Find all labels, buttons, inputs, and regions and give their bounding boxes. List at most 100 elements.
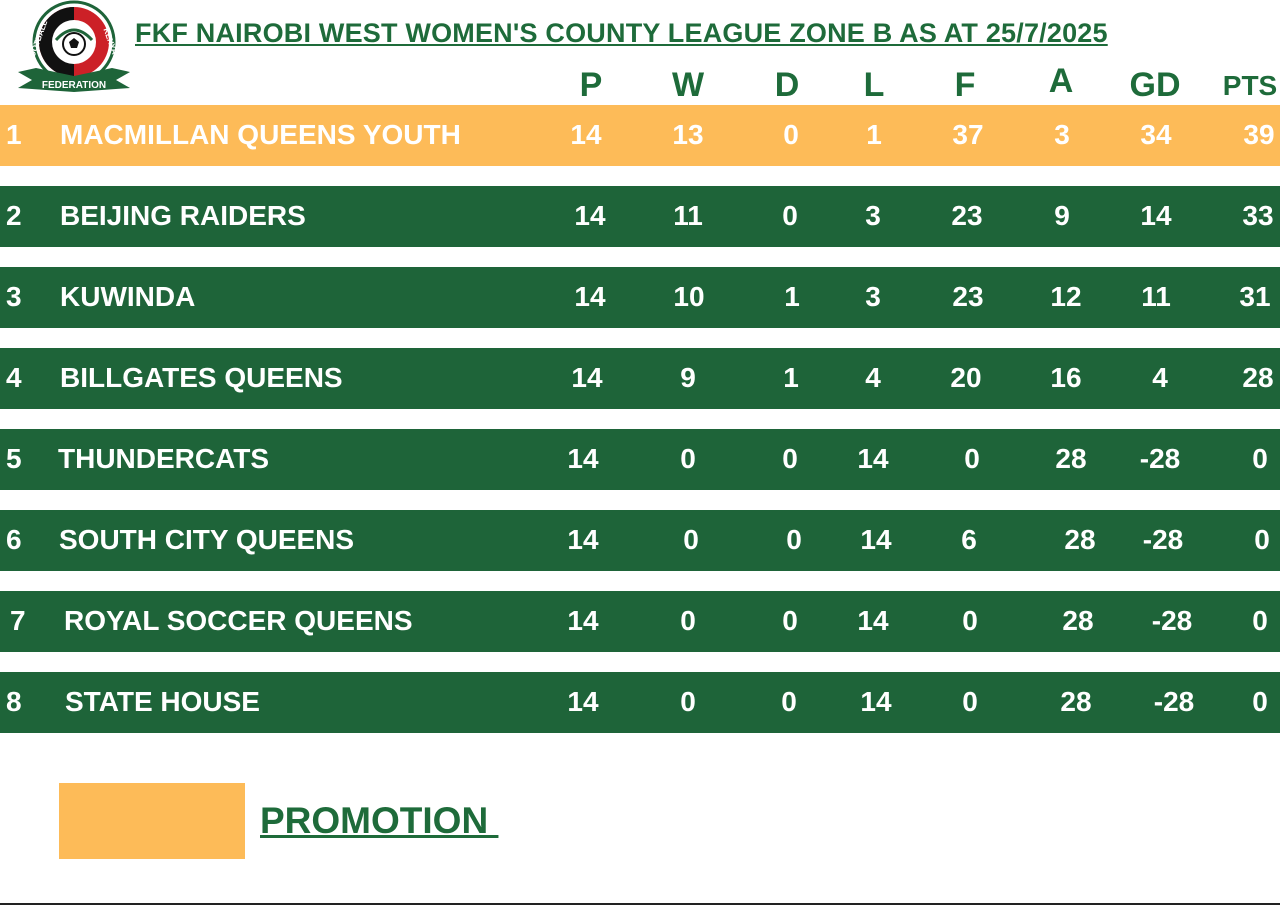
- stat-won: 0: [683, 524, 699, 555]
- table-row: 4 BILLGATES QUEENS 14 9 1 4 20 16 4 28: [0, 348, 1280, 409]
- stat-lost: 14: [860, 524, 892, 555]
- stat-won: 0: [680, 605, 696, 636]
- stat-goals-for: 0: [962, 605, 978, 636]
- stat-goal-difference: -28: [1151, 605, 1193, 636]
- column-header-drawn: D: [774, 66, 800, 104]
- promotion-legend-swatch: [59, 783, 245, 859]
- stat-drawn: 0: [783, 119, 799, 150]
- stat-goals-for: 23: [952, 281, 984, 312]
- position: 6: [6, 524, 22, 555]
- promotion-legend-label: PROMOTION: [260, 800, 499, 841]
- stat-played: 14: [567, 443, 599, 474]
- column-header-played: P: [579, 66, 603, 104]
- table-row: 2 BEIJING RAIDERS 14 11 0 3 23 9 14 33: [0, 186, 1280, 247]
- stat-goal-difference: -28: [1139, 443, 1181, 474]
- stat-points: 28: [1242, 362, 1274, 393]
- stat-goals-for: 23: [951, 200, 983, 231]
- stat-points: 33: [1242, 200, 1274, 231]
- stat-lost: 4: [865, 362, 881, 393]
- stat-goals-against: 28: [1055, 443, 1087, 474]
- stat-goals-against: 12: [1050, 281, 1082, 312]
- stat-lost: 1: [866, 119, 882, 150]
- stat-goal-difference: -28: [1142, 524, 1184, 555]
- stat-played: 14: [567, 605, 599, 636]
- team-name: SOUTH CITY QUEENS: [59, 524, 355, 555]
- position: 7: [10, 605, 26, 636]
- fkf-logo-icon: FEDERATION FOOTBALL KENYA: [18, 0, 130, 92]
- team-name: KUWINDA: [60, 281, 196, 312]
- page-title: FKF NAIROBI WEST WOMEN'S COUNTY LEAGUE Z…: [135, 18, 1108, 48]
- stat-drawn: 1: [784, 281, 800, 312]
- stat-goals-for: 0: [962, 686, 978, 717]
- position: 2: [6, 200, 22, 231]
- position: 1: [6, 119, 22, 150]
- team-name: THUNDERCATS: [58, 443, 270, 474]
- stat-lost: 14: [857, 443, 889, 474]
- stat-played: 14: [570, 119, 602, 150]
- stat-goal-difference: 4: [1152, 362, 1168, 393]
- stat-drawn: 0: [782, 605, 798, 636]
- stat-goals-against: 28: [1064, 524, 1096, 555]
- position: 8: [6, 686, 22, 717]
- table-row: 6 SOUTH CITY QUEENS 14 0 0 14 6 28 -28 0: [0, 510, 1280, 571]
- stat-played: 14: [571, 362, 603, 393]
- column-header-lost: L: [863, 66, 885, 104]
- stat-lost: 14: [857, 605, 889, 636]
- stat-goal-difference: 14: [1140, 200, 1172, 231]
- table-row: 3 KUWINDA 14 10 1 3 23 12 11 31: [0, 267, 1280, 328]
- column-header-against: A: [1048, 62, 1074, 100]
- table-row: 8 STATE HOUSE 14 0 0 14 0 28 -28 0: [0, 672, 1280, 733]
- stat-played: 14: [567, 686, 599, 717]
- stat-drawn: 0: [786, 524, 802, 555]
- stat-goal-difference: 34: [1140, 119, 1172, 150]
- stat-played: 14: [574, 200, 606, 231]
- stat-drawn: 0: [782, 200, 798, 231]
- stat-goals-against: 28: [1060, 686, 1092, 717]
- column-header-won: W: [671, 66, 705, 104]
- column-header-points: PTS: [1222, 70, 1278, 101]
- table-row: 5 THUNDERCATS 14 0 0 14 0 28 -28 0: [0, 429, 1280, 490]
- column-header-for: F: [954, 66, 976, 104]
- stat-lost: 3: [865, 200, 881, 231]
- stat-points: 31: [1239, 281, 1271, 312]
- stat-goal-difference: -28: [1153, 686, 1195, 717]
- stat-won: 0: [680, 686, 696, 717]
- position: 4: [6, 362, 22, 393]
- table-row: 7 ROYAL SOCCER QUEENS 14 0 0 14 0 28 -28…: [0, 591, 1280, 652]
- stat-goals-against: 28: [1062, 605, 1094, 636]
- stat-goals-against: 9: [1054, 200, 1070, 231]
- logo-banner-text: FEDERATION: [42, 80, 106, 91]
- column-header-goal-difference: GD: [1129, 66, 1181, 104]
- position: 3: [6, 281, 22, 312]
- stat-points: 39: [1243, 119, 1275, 150]
- team-name: BEIJING RAIDERS: [60, 200, 306, 231]
- stat-goals-for: 20: [950, 362, 982, 393]
- team-name: ROYAL SOCCER QUEENS: [64, 605, 413, 636]
- stat-points: 0: [1254, 524, 1270, 555]
- stat-won: 13: [672, 119, 704, 150]
- stat-points: 0: [1252, 443, 1268, 474]
- stat-goal-difference: 11: [1141, 281, 1171, 312]
- stat-points: 0: [1252, 686, 1268, 717]
- team-name: STATE HOUSE: [65, 686, 260, 717]
- stat-goals-for: 6: [961, 524, 977, 555]
- table-row: 1 MACMILLAN QUEENS YOUTH 14 13 0 1 37 3 …: [0, 105, 1280, 166]
- stat-goals-against: 16: [1050, 362, 1082, 393]
- stat-points: 0: [1252, 605, 1268, 636]
- team-name: BILLGATES QUEENS: [60, 362, 343, 393]
- stat-won: 9: [680, 362, 696, 393]
- stat-played: 14: [567, 524, 599, 555]
- stat-won: 10: [673, 281, 705, 312]
- stat-goals-for: 37: [952, 119, 984, 150]
- position: 5: [6, 443, 22, 474]
- team-name: MACMILLAN QUEENS YOUTH: [60, 119, 461, 150]
- stat-goals-against: 3: [1054, 119, 1070, 150]
- stat-won: 11: [673, 200, 703, 231]
- stat-drawn: 1: [783, 362, 799, 393]
- stat-won: 0: [680, 443, 696, 474]
- stat-lost: 14: [860, 686, 892, 717]
- stat-drawn: 0: [781, 686, 797, 717]
- stat-played: 14: [574, 281, 606, 312]
- stat-drawn: 0: [782, 443, 798, 474]
- stat-lost: 3: [865, 281, 881, 312]
